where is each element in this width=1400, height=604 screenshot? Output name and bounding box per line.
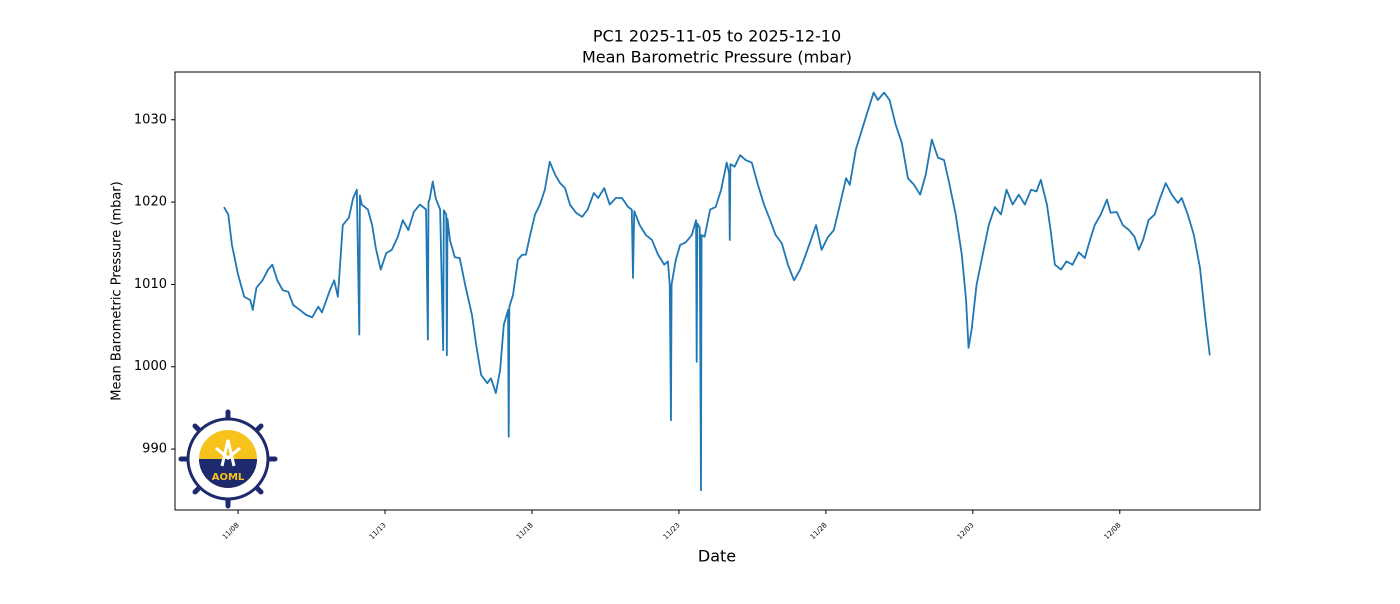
y-tick-label: 1030 [134, 112, 167, 127]
chart-subtitle: Mean Barometric Pressure (mbar) [582, 48, 852, 67]
plot-frame [174, 71, 1261, 511]
y-tick-label: 1020 [134, 195, 167, 210]
logo: AOML [178, 409, 278, 509]
data-line [223, 91, 1211, 492]
chart-title: PC1 2025-11-05 to 2025-12-10 [593, 27, 841, 46]
logo-text: AOML [212, 472, 245, 483]
y-tick-label: 990 [142, 442, 167, 457]
y-tick-label: 1010 [134, 277, 167, 292]
y-axis-label: Mean Barometric Pressure (mbar) [110, 181, 125, 400]
x-axis-label: Date [698, 547, 736, 566]
y-tick-label: 1000 [134, 359, 167, 374]
